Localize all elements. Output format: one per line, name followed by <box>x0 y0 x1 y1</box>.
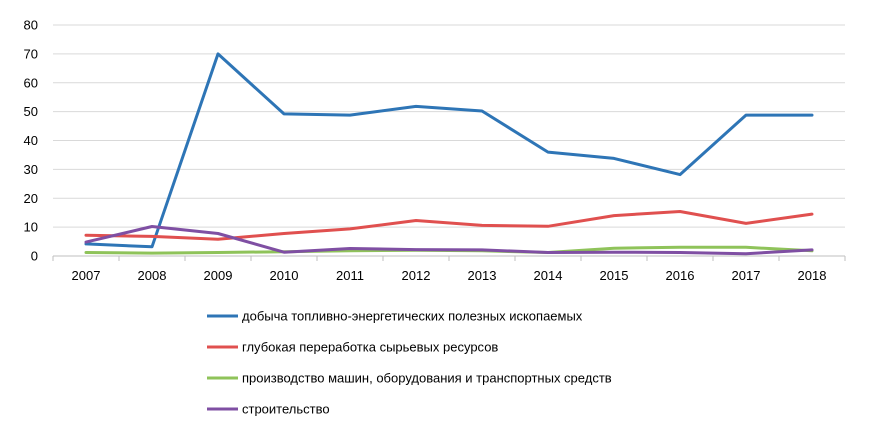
x-tick-label: 2008 <box>138 268 167 283</box>
y-tick-label: 10 <box>24 220 38 235</box>
series-line-2 <box>84 210 814 241</box>
legend: добыча топливно-энергетических полезных … <box>207 309 612 417</box>
gridlines <box>53 24 845 228</box>
series-lines <box>84 52 814 256</box>
x-tick-label: 2009 <box>204 268 233 283</box>
x-tick-label: 2015 <box>600 268 629 283</box>
x-tick-label: 2012 <box>402 268 431 283</box>
y-tick-label: 40 <box>24 133 38 148</box>
x-tick-label: 2018 <box>798 268 827 283</box>
legend-label-2: глубокая переработка сырьевых ресурсов <box>242 340 498 355</box>
x-tick-label: 2011 <box>336 268 364 283</box>
x-tick-label: 2010 <box>270 268 299 283</box>
y-tick-label: 20 <box>24 191 38 206</box>
x-axis-tick-labels: 2007 2008 2009 2010 2011 2012 2013 2014 2015 2016… <box>72 268 827 283</box>
y-tick-label: 70 <box>24 46 38 61</box>
y-tick-label: 30 <box>24 162 38 177</box>
x-axis <box>52 255 846 261</box>
x-tick-label: 2014 <box>534 268 563 283</box>
y-tick-label: 80 <box>24 18 38 33</box>
x-tick-label: 2016 <box>666 268 695 283</box>
series-line-4 <box>84 225 814 256</box>
y-tick-label: 60 <box>24 75 38 90</box>
y-axis-tick-labels: 0 10 20 30 40 50 60 70 80 <box>24 18 38 264</box>
x-tick-label: 2013 <box>468 268 497 283</box>
series-line-1 <box>84 52 814 249</box>
y-tick-label: 50 <box>24 104 38 119</box>
x-tick-label: 2007 <box>72 268 101 283</box>
y-tick-label: 0 <box>31 249 38 264</box>
legend-label-1: добыча топливно-энергетических полезных … <box>242 309 583 324</box>
x-tick-label: 2017 <box>732 268 761 283</box>
legend-label-4: строительство <box>242 402 330 417</box>
legend-label-3: производство машин, оборудования и транс… <box>242 371 612 386</box>
